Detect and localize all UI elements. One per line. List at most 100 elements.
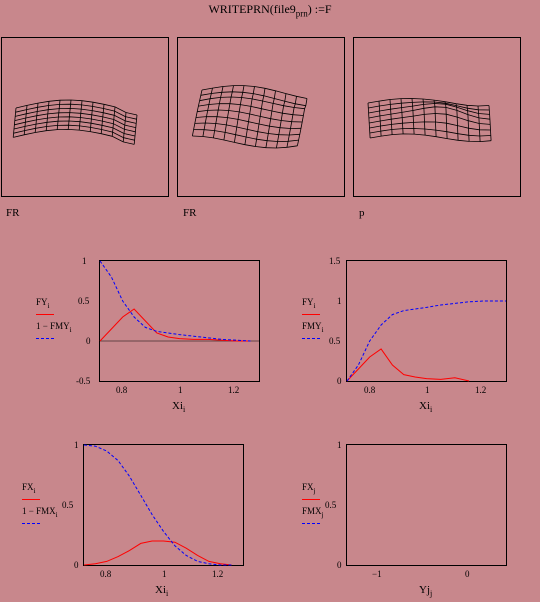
legend-item-fy: FYi (36, 297, 50, 310)
surface-label-3: p (359, 207, 365, 219)
surface-plot-3[interactable] (353, 37, 521, 197)
ytick: 1.5 (329, 256, 341, 266)
expr-file-sub: prn (295, 8, 308, 19)
legend-swatch-blue (302, 522, 320, 524)
surface-label-1: FR (6, 207, 20, 219)
mesh-line (202, 88, 213, 137)
mesh-line (122, 112, 127, 142)
mesh-line (368, 106, 490, 120)
xtick: 1.2 (475, 385, 487, 395)
xtick: 0 (465, 569, 470, 579)
mesh-line (34, 103, 39, 133)
x-axis-label: Yjj (419, 584, 433, 599)
xtick: 1.2 (212, 569, 224, 579)
legend-item-1-fmy: 1 − FMYi (36, 320, 72, 334)
legend-swatch-red (22, 498, 40, 500)
ytick: 0.5 (329, 336, 341, 346)
series-line-blue (99, 260, 251, 342)
legend-swatch-red (302, 313, 320, 315)
mesh-line (45, 101, 50, 131)
surface-plot-1[interactable] (1, 37, 169, 197)
mesh-line (13, 124, 135, 141)
mesh-line (369, 121, 491, 131)
mesh-line (369, 128, 491, 137)
legend-swatch-red (36, 313, 54, 315)
xtick: −1 (372, 569, 382, 579)
surface-mesh-1 (12, 99, 138, 145)
plot-fy-fmy-left[interactable] (99, 260, 260, 382)
x-axis-label: Xii (419, 400, 433, 415)
mesh-line (89, 102, 94, 132)
mesh-line (56, 100, 61, 130)
xtick: 0.8 (364, 385, 376, 395)
legend-item-fmx: FMXj (302, 505, 324, 519)
mesh-line (369, 113, 491, 125)
mesh-line (100, 104, 105, 134)
mesh-line (67, 99, 72, 130)
mesh-line (422, 98, 426, 136)
mesh-line (255, 88, 266, 147)
xtick: 0.8 (116, 385, 128, 395)
ytick: 0 (337, 376, 342, 386)
mesh-line (286, 96, 297, 148)
mesh-line (244, 86, 255, 145)
mesh-line (466, 105, 470, 142)
mesh-line (488, 105, 492, 141)
legend-item-fx: FXi (22, 482, 36, 495)
legend-item-1-fmx: 1 − FMXi (22, 505, 58, 519)
legend-swatch-red (302, 498, 320, 500)
ytick: 0 (86, 336, 91, 346)
legend-item-fx: FXj (302, 482, 316, 495)
mesh-line (78, 100, 83, 131)
legend-item-fmy: FMYi (302, 320, 324, 334)
ytick: 1 (82, 256, 87, 266)
surface-plot-2[interactable] (177, 37, 345, 197)
xtick: 1 (162, 569, 167, 579)
plot-fy-fmy-right[interactable] (346, 260, 507, 382)
expr-assign: ) :=F (307, 2, 332, 16)
mesh-line (14, 112, 136, 128)
series-line-red (346, 348, 470, 382)
mesh-line (12, 107, 17, 138)
mesh-line (433, 100, 437, 137)
series-line-red (83, 540, 232, 566)
surface-mesh-3 (367, 98, 492, 143)
plot-fx-fmx-empty[interactable] (346, 444, 507, 566)
mesh-line (370, 133, 492, 143)
mesh-line (192, 89, 203, 137)
series-line-blue (83, 444, 232, 566)
ytick: 0.5 (325, 500, 337, 510)
legend-swatch-blue (22, 522, 40, 524)
mesh-line (133, 114, 138, 145)
mesh-line (213, 86, 224, 138)
legend-plot-2: FYi FMYi (302, 297, 324, 345)
surface-label-2: FR (183, 207, 197, 219)
mesh-line (265, 90, 276, 148)
mesh-line (276, 93, 287, 149)
mesh-line (111, 106, 116, 137)
mesh-line (192, 135, 298, 149)
xtick: 1 (178, 385, 183, 395)
plot-area (346, 300, 506, 382)
legend-plot-1: FYi 1 − FMYi (36, 297, 72, 345)
mesh-line (444, 101, 448, 139)
ytick: 0 (74, 560, 79, 570)
mesh-line (389, 99, 393, 135)
legend-plot-4: FXj FMXj (302, 482, 324, 530)
mesh-line (368, 101, 490, 111)
mesh-line (234, 85, 245, 143)
mesh-line (368, 103, 490, 115)
writeprn-expression[interactable]: WRITEPRN(file9prn) :=F (208, 2, 332, 19)
mesh-line (297, 98, 308, 146)
legend-swatch-blue (36, 337, 54, 339)
mesh-line (411, 98, 415, 135)
mesh-line (15, 107, 137, 124)
expr-prefix: WRITEPRN (208, 2, 270, 16)
plot-fx-fmx[interactable] (83, 444, 244, 566)
series-line-blue (346, 300, 506, 382)
legend-swatch-blue (302, 337, 320, 339)
ytick: 1 (337, 296, 342, 306)
plot-area (347, 445, 506, 565)
expr-file: file9 (273, 2, 296, 16)
mesh-line (400, 98, 404, 134)
